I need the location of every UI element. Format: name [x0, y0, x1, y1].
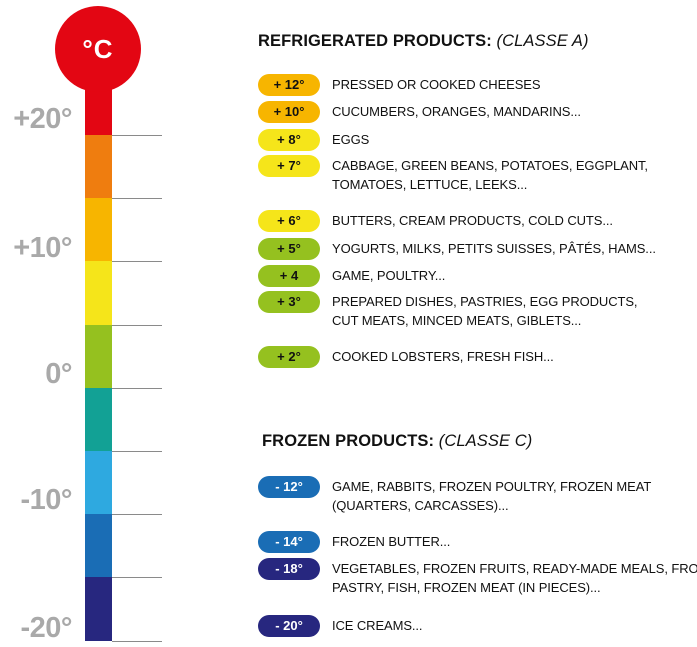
thermometer-band	[85, 577, 112, 642]
refrigerated-product-description: PRESSED OR COOKED CHEESES	[332, 76, 541, 95]
description-line: ICE CREAMS...	[332, 618, 423, 633]
temperature-badge: - 20°	[258, 615, 320, 637]
refrigerated-product-description: CUCUMBERS, ORANGES, MANDARINS...	[332, 103, 581, 122]
frozen-product-description: ICE CREAMS...	[332, 617, 423, 636]
frozen-heading: FROZEN PRODUCTS: (CLASSE C)	[262, 432, 532, 451]
temperature-badge: + 10°	[258, 101, 320, 123]
frozen-product-description: VEGETABLES, FROZEN FRUITS, READY-MADE ME…	[332, 560, 697, 597]
refrigerated-product-description: COOKED LOBSTERS, FRESH FISH...	[332, 348, 554, 367]
temperature-badge: + 6°	[258, 210, 320, 232]
refrigerated-product-description: CABBAGE, GREEN BEANS, POTATOES, EGGPLANT…	[332, 157, 648, 194]
frozen-product-description: FROZEN BUTTER...	[332, 533, 450, 552]
celsius-label: °C	[82, 34, 114, 64]
scale-tick-line	[112, 641, 162, 642]
scale-tick-line	[112, 388, 162, 389]
description-line: CUT MEATS, MINCED MEATS, GIBLETS...	[332, 312, 582, 328]
description-line: VEGETABLES, FROZEN FRUITS, READY-MADE ME…	[332, 561, 697, 576]
temperature-badge: - 18°	[258, 558, 320, 580]
temperature-badge: + 4	[258, 265, 320, 287]
description-line: CABBAGE, GREEN BEANS, POTATOES, EGGPLANT…	[332, 158, 648, 173]
scale-tick-line	[112, 577, 162, 578]
scale-label-minus-10: -10°	[20, 484, 72, 516]
temperature-badge: + 12°	[258, 74, 320, 96]
scale-tick-line	[112, 135, 162, 136]
refrigerated-product-description: GAME, POULTRY...	[332, 267, 445, 286]
description-line: PASTRY, FISH, FROZEN MEAT (IN PIECES)...	[332, 579, 601, 595]
scale-label-plus-10: +10°	[13, 232, 72, 264]
temperature-badge: + 3°	[258, 291, 320, 313]
refrigerated-product-description: PREPARED DISHES, PASTRIES, EGG PRODUCTS,…	[332, 293, 638, 330]
temperature-badge: + 2°	[258, 346, 320, 368]
description-line: YOGURTS, MILKS, PETITS SUISSES, PÂTÉS, H…	[332, 241, 656, 256]
thermometer-band	[85, 451, 112, 515]
description-line: PRESSED OR COOKED CHEESES	[332, 77, 541, 92]
frozen-title: FROZEN PRODUCTS:	[262, 432, 435, 450]
description-line: EGGS	[332, 132, 370, 147]
description-line: PREPARED DISHES, PASTRIES, EGG PRODUCTS,	[332, 294, 638, 309]
scale-tick-line	[112, 451, 162, 452]
scale-tick-line	[112, 198, 162, 199]
description-line: FROZEN BUTTER...	[332, 534, 451, 549]
refrigerated-subtitle: (CLASSE A)	[496, 32, 589, 50]
refrigerated-product-description: BUTTERS, CREAM PRODUCTS, COLD CUTS...	[332, 212, 613, 231]
refrigerated-title: REFRIGERATED PRODUCTS:	[258, 32, 492, 50]
description-line: TOMATOES, LETTUCE, LEEKS...	[332, 176, 528, 192]
thermometer-band	[85, 198, 112, 262]
description-line: (QUARTERS, CARCASSES)...	[332, 497, 509, 513]
frozen-product-description: GAME, RABBITS, FROZEN POULTRY, FROZEN ME…	[332, 478, 651, 515]
scale-tick-line	[112, 514, 162, 515]
frozen-subtitle: (CLASSE C)	[438, 432, 533, 450]
scale-label-plus-20: +20°	[13, 103, 72, 135]
thermometer-band	[85, 387, 112, 452]
description-line: CUCUMBERS, ORANGES, MANDARINS...	[332, 104, 581, 119]
description-line: BUTTERS, CREAM PRODUCTS, COLD CUTS...	[332, 213, 613, 228]
description-line: GAME, RABBITS, FROZEN POULTRY, FROZEN ME…	[332, 479, 652, 494]
scale-label-minus-20: -20°	[20, 612, 72, 644]
temperature-badge: - 14°	[258, 531, 320, 553]
temperature-badge: + 5°	[258, 238, 320, 260]
description-line: COOKED LOBSTERS, FRESH FISH...	[332, 349, 554, 364]
scale-tick-line	[112, 261, 162, 262]
refrigerated-product-description: YOGURTS, MILKS, PETITS SUISSES, PÂTÉS, H…	[332, 240, 656, 259]
refrigerated-product-description: EGGS	[332, 131, 369, 150]
temperature-badge: + 7°	[258, 155, 320, 177]
thermometer-band	[85, 514, 112, 578]
thermometer-band	[85, 261, 112, 326]
thermometer-band	[85, 324, 112, 389]
description-line: GAME, POULTRY...	[332, 268, 446, 283]
temperature-badge: - 12°	[258, 476, 320, 498]
refrigerated-heading: REFRIGERATED PRODUCTS: (CLASSE A)	[258, 32, 589, 51]
temperature-badge: + 8°	[258, 129, 320, 151]
thermometer-band	[85, 135, 112, 199]
scale-tick-line	[112, 325, 162, 326]
scale-label-zero: 0°	[45, 358, 72, 390]
thermometer-bulb	[55, 6, 141, 92]
